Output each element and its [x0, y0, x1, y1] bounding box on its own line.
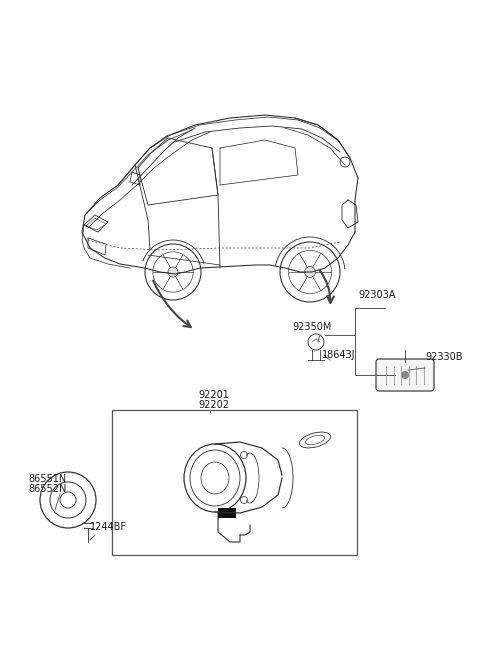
Bar — [218, 508, 236, 518]
Text: 18643J: 18643J — [322, 350, 356, 360]
Text: 86552N: 86552N — [28, 484, 66, 494]
Circle shape — [168, 267, 178, 277]
Text: 92303A: 92303A — [358, 290, 396, 300]
FancyBboxPatch shape — [376, 359, 434, 391]
Circle shape — [401, 371, 409, 379]
Text: 92201: 92201 — [198, 390, 229, 400]
Text: 86551N: 86551N — [28, 474, 66, 484]
Bar — [112, 410, 357, 555]
Text: 92330B: 92330B — [425, 352, 463, 362]
Text: 1244BF: 1244BF — [90, 522, 127, 532]
Text: 92350M: 92350M — [292, 322, 331, 332]
Circle shape — [305, 267, 315, 278]
Text: 92202: 92202 — [198, 400, 229, 410]
